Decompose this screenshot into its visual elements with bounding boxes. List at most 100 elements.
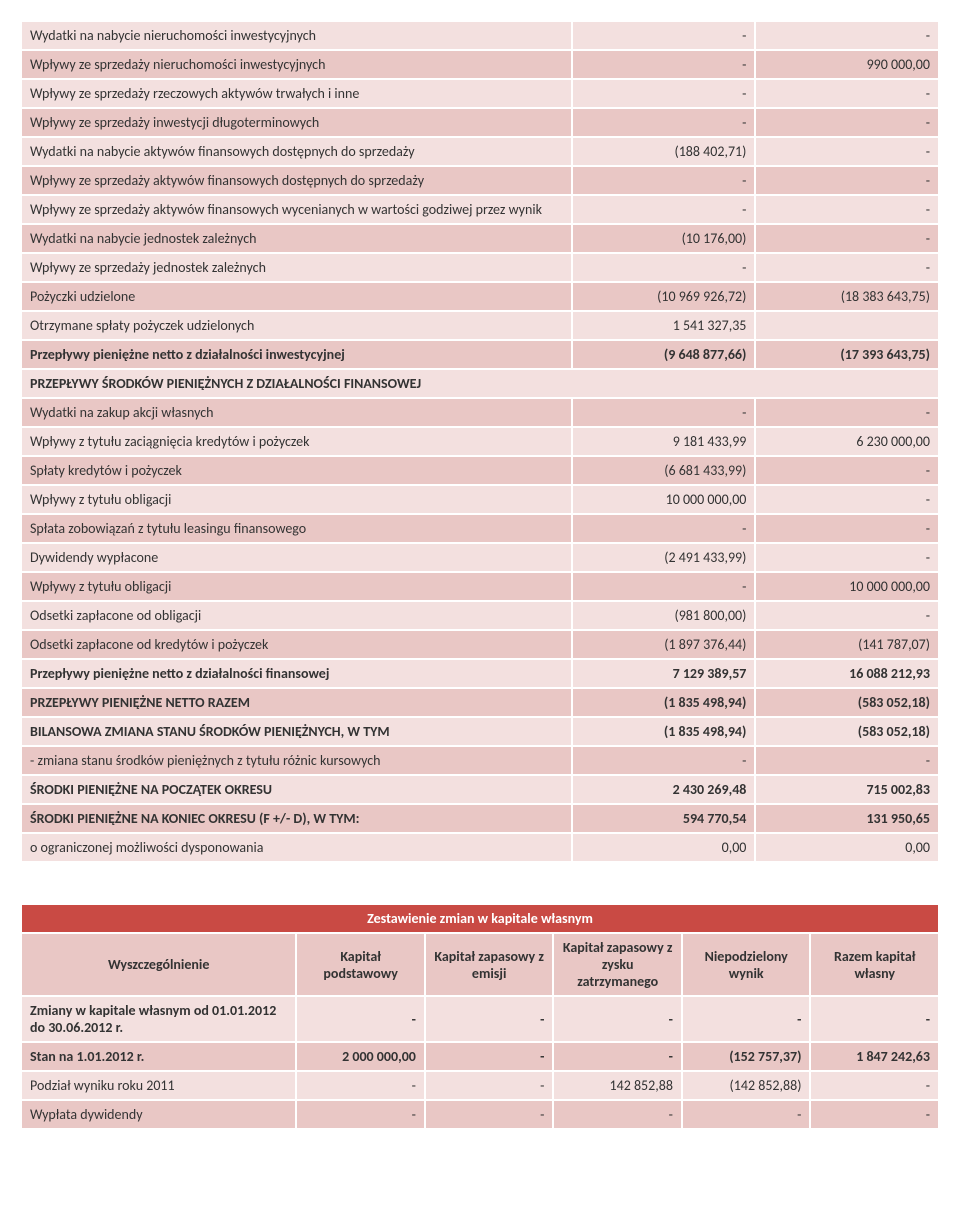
row-value-2: (17 393 643,75) bbox=[755, 340, 939, 369]
row-label: Wpływy ze sprzedaży inwestycji długoterm… bbox=[21, 108, 572, 137]
row-value-1: (188 402,71) bbox=[572, 137, 756, 166]
row-value: 1 847 242,63 bbox=[810, 1042, 939, 1071]
row-value-1: - bbox=[572, 79, 756, 108]
table-row: Otrzymane spłaty pożyczek udzielonych1 5… bbox=[21, 311, 939, 340]
row-label: Wpływy ze sprzedaży nieruchomości inwest… bbox=[21, 50, 572, 79]
row-value-2: - bbox=[755, 21, 939, 50]
row-value-1: (981 800,00) bbox=[572, 601, 756, 630]
row-value-1: (1 897 376,44) bbox=[572, 630, 756, 659]
row-label: ŚRODKI PIENIĘŻNE NA POCZĄTEK OKRESU bbox=[21, 775, 572, 804]
table-row: Wpływy z tytułu obligacji-10 000 000,00 bbox=[21, 572, 939, 601]
table-row: Spłata zobowiązań z tytułu leasingu fina… bbox=[21, 514, 939, 543]
row-value: - bbox=[682, 1100, 811, 1129]
capital-column-header: Kapitał zapasowy z emisji bbox=[425, 933, 554, 996]
row-value-2 bbox=[755, 311, 939, 340]
table-row: Dywidendy wypłacone(2 491 433,99)- bbox=[21, 543, 939, 572]
row-value: 2 000 000,00 bbox=[296, 1042, 425, 1071]
table-row: Wpływy ze sprzedaży aktywów finansowych … bbox=[21, 195, 939, 224]
row-value-2: 990 000,00 bbox=[755, 50, 939, 79]
capital-column-header: Razem kapitał własny bbox=[810, 933, 939, 996]
row-value: - bbox=[553, 996, 682, 1042]
table-row: Wpływy z tytułu zaciągnięcia kredytów i … bbox=[21, 427, 939, 456]
row-value-2: - bbox=[755, 195, 939, 224]
row-value-1: 7 129 389,57 bbox=[572, 659, 756, 688]
row-value-1: 9 181 433,99 bbox=[572, 427, 756, 456]
row-label: Wpływy ze sprzedaży aktywów finansowych … bbox=[21, 195, 572, 224]
row-value: - bbox=[810, 996, 939, 1042]
table-row: ŚRODKI PIENIĘŻNE NA POCZĄTEK OKRESU2 430… bbox=[21, 775, 939, 804]
row-value-1: - bbox=[572, 21, 756, 50]
row-value-1: (1 835 498,94) bbox=[572, 717, 756, 746]
row-value-1: (6 681 433,99) bbox=[572, 456, 756, 485]
row-label: Wpływy z tytułu zaciągnięcia kredytów i … bbox=[21, 427, 572, 456]
row-value-1: 10 000 000,00 bbox=[572, 485, 756, 514]
capital-header-row: WyszczególnienieKapitał podstawowyKapita… bbox=[21, 933, 939, 996]
row-value-1: 0,00 bbox=[572, 833, 756, 862]
row-label: Odsetki zapłacone od kredytów i pożyczek bbox=[21, 630, 572, 659]
row-value-1: (10 969 926,72) bbox=[572, 282, 756, 311]
row-value-1: - bbox=[572, 514, 756, 543]
table-row: Wpływy ze sprzedaży rzeczowych aktywów t… bbox=[21, 79, 939, 108]
table-row: Wydatki na nabycie aktywów finansowych d… bbox=[21, 137, 939, 166]
row-value-2: - bbox=[755, 746, 939, 775]
row-value-1: - bbox=[572, 108, 756, 137]
row-value-2: 715 002,83 bbox=[755, 775, 939, 804]
row-value-2: 6 230 000,00 bbox=[755, 427, 939, 456]
row-value-1: (1 835 498,94) bbox=[572, 688, 756, 717]
table-row: Wydatki na nabycie nieruchomości inwesty… bbox=[21, 21, 939, 50]
row-value-2: (18 383 643,75) bbox=[755, 282, 939, 311]
table-row: Wpływy ze sprzedaży nieruchomości inwest… bbox=[21, 50, 939, 79]
row-value: - bbox=[682, 996, 811, 1042]
row-value-1: - bbox=[572, 195, 756, 224]
row-label: Dywidendy wypłacone bbox=[21, 543, 572, 572]
row-label: Przepływy pieniężne netto z działalności… bbox=[21, 340, 572, 369]
table-row: Wypłata dywidendy----- bbox=[21, 1100, 939, 1129]
capital-column-header: Wyszczególnienie bbox=[21, 933, 296, 996]
row-value-2: (583 052,18) bbox=[755, 717, 939, 746]
row-value: - bbox=[425, 996, 554, 1042]
row-value: - bbox=[425, 1071, 554, 1100]
row-label: Wpływy ze sprzedaży rzeczowych aktywów t… bbox=[21, 79, 572, 108]
row-value-1: (10 176,00) bbox=[572, 224, 756, 253]
row-label: Wydatki na nabycie jednostek zależnych bbox=[21, 224, 572, 253]
row-value-2: (141 787,07) bbox=[755, 630, 939, 659]
row-value-2: - bbox=[755, 485, 939, 514]
row-label: Stan na 1.01.2012 r. bbox=[21, 1042, 296, 1071]
row-value: - bbox=[810, 1071, 939, 1100]
row-value-1: - bbox=[572, 746, 756, 775]
row-label: Wpływy z tytułu obligacji bbox=[21, 572, 572, 601]
row-label: Wydatki na nabycie nieruchomości inwesty… bbox=[21, 21, 572, 50]
table-row: Wpływy ze sprzedaży jednostek zależnych-… bbox=[21, 253, 939, 282]
row-value-1: - bbox=[572, 50, 756, 79]
capital-changes-table: Zestawienie zmian w kapitale własnym Wys… bbox=[20, 903, 940, 1130]
row-value-1: - bbox=[572, 166, 756, 195]
table-row: Wpływy ze sprzedaży inwestycji długoterm… bbox=[21, 108, 939, 137]
row-value: - bbox=[296, 1100, 425, 1129]
row-value-1: 594 770,54 bbox=[572, 804, 756, 833]
row-value-2: 0,00 bbox=[755, 833, 939, 862]
row-value-2: (583 052,18) bbox=[755, 688, 939, 717]
row-value-2: 131 950,65 bbox=[755, 804, 939, 833]
table-row: Przepływy pieniężne netto z działalności… bbox=[21, 659, 939, 688]
row-label: Przepływy pieniężne netto z działalności… bbox=[21, 659, 572, 688]
row-label: Spłaty kredytów i pożyczek bbox=[21, 456, 572, 485]
row-label: Otrzymane spłaty pożyczek udzielonych bbox=[21, 311, 572, 340]
row-value-2: - bbox=[755, 79, 939, 108]
row-value-1: (2 491 433,99) bbox=[572, 543, 756, 572]
table-row: Stan na 1.01.2012 r.2 000 000,00--(152 7… bbox=[21, 1042, 939, 1071]
row-value-2: - bbox=[755, 514, 939, 543]
row-label: - zmiana stanu środków pieniężnych z tyt… bbox=[21, 746, 572, 775]
row-value: - bbox=[296, 1071, 425, 1100]
table-row: PRZEPŁYWY PIENIĘŻNE NETTO RAZEM(1 835 49… bbox=[21, 688, 939, 717]
row-value-2: 16 088 212,93 bbox=[755, 659, 939, 688]
table-row: Odsetki zapłacone od obligacji(981 800,0… bbox=[21, 601, 939, 630]
row-value-2: - bbox=[755, 137, 939, 166]
row-value-2: - bbox=[755, 456, 939, 485]
capital-column-header: Kapitał podstawowy bbox=[296, 933, 425, 996]
row-label: Odsetki zapłacone od obligacji bbox=[21, 601, 572, 630]
capital-column-header: Kapitał zapasowy z zysku zatrzymanego bbox=[553, 933, 682, 996]
row-value-1: 1 541 327,35 bbox=[572, 311, 756, 340]
row-label: Wydatki na zakup akcji własnych bbox=[21, 398, 572, 427]
table-row: Wydatki na nabycie jednostek zależnych(1… bbox=[21, 224, 939, 253]
table-row: Spłaty kredytów i pożyczek(6 681 433,99)… bbox=[21, 456, 939, 485]
